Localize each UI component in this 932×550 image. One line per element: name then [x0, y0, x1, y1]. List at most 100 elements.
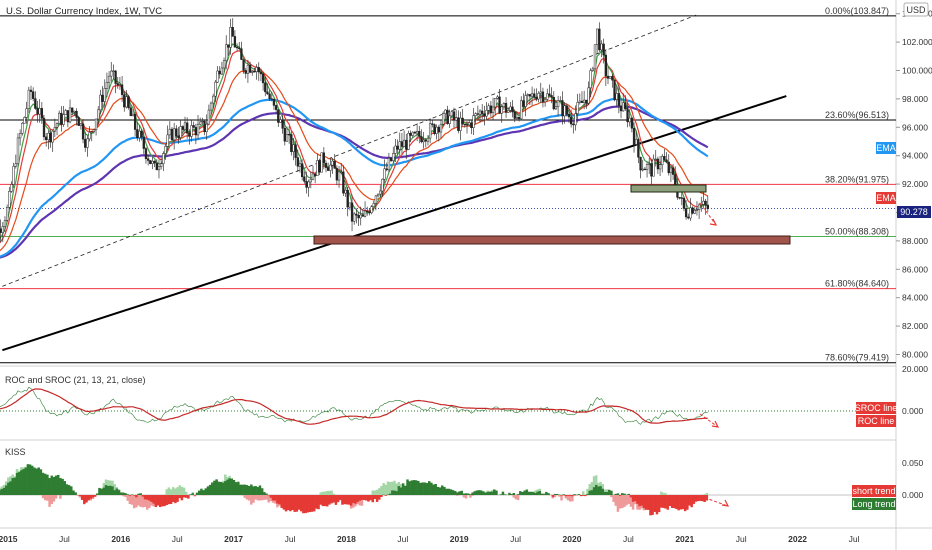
kiss-long-bar — [354, 495, 357, 504]
kiss-long-bar — [50, 475, 53, 495]
candle-body — [47, 132, 50, 141]
kiss-long-bar — [141, 495, 145, 497]
kiss-short-bar — [258, 495, 262, 501]
kiss-short-bar — [202, 495, 205, 496]
kiss-long-bar — [408, 481, 411, 495]
candle-body — [450, 111, 453, 117]
candle-body — [331, 160, 334, 166]
kiss-long-bar — [668, 495, 672, 507]
kiss-long-bar — [542, 493, 546, 495]
kiss-long-bar — [397, 486, 401, 495]
kiss-long-bar — [52, 476, 56, 495]
candle-body — [190, 125, 193, 137]
candle-body — [415, 130, 419, 134]
kiss-long-bar — [57, 474, 60, 495]
kiss-long-bar — [638, 495, 641, 507]
kiss-long-bar — [135, 495, 138, 498]
kiss-short-bar — [78, 495, 82, 498]
kiss-short-bar — [629, 495, 633, 507]
candle-body — [157, 166, 161, 171]
kiss-short-bar — [592, 476, 596, 495]
kiss-long-bar — [445, 488, 448, 495]
candle-body — [1, 226, 4, 233]
kiss-long-bar — [291, 495, 294, 511]
kiss-long-bar — [703, 495, 706, 503]
kiss-long-bar — [20, 470, 23, 495]
kiss-long-bar — [78, 495, 82, 497]
candle-body — [296, 157, 299, 167]
kiss-short-bar — [54, 495, 58, 499]
candle-body — [457, 117, 460, 131]
kiss-long-bar — [282, 495, 286, 510]
candle-body — [194, 127, 198, 136]
candle-body — [298, 163, 302, 167]
candle-body — [179, 126, 182, 138]
candle-body — [205, 123, 208, 133]
candle-body — [294, 144, 297, 158]
resistance-zone — [630, 184, 707, 193]
kiss-long-bar — [547, 493, 550, 495]
candle-body — [576, 102, 579, 114]
candle-body — [162, 153, 165, 164]
candle-body — [55, 123, 59, 128]
kiss-long-bar — [690, 495, 693, 508]
kiss-legend-box — [852, 498, 896, 510]
kiss-long-bar — [252, 486, 255, 495]
kiss-long-bar — [334, 495, 338, 505]
candle-body — [376, 193, 380, 197]
kiss-long-bar — [304, 495, 307, 514]
kiss-short-bar — [573, 495, 576, 497]
kiss-long-bar — [119, 492, 123, 495]
candle-body — [611, 76, 614, 81]
candle-body — [138, 130, 141, 139]
kiss-long-bar — [161, 495, 164, 507]
candle-body — [548, 93, 551, 96]
kiss-long-bar — [315, 495, 318, 509]
candle-body — [181, 126, 184, 130]
candle-body — [489, 105, 493, 114]
candle-body — [476, 113, 480, 115]
kiss-short-bar — [553, 495, 557, 498]
kiss-long-bar — [395, 491, 398, 495]
candle-body — [402, 139, 406, 147]
kiss-long-bar — [401, 483, 405, 495]
kiss-long-bar — [568, 495, 572, 496]
kiss-long-bar — [477, 490, 481, 495]
kiss-short-bar — [143, 495, 147, 507]
last-price-badge-text: 90.278 — [900, 207, 928, 217]
kiss-long-bar — [295, 495, 299, 512]
candle-body — [643, 168, 647, 171]
time-axis[interactable]: 2015 Jul 2016 Jul 2017 Jul 2018 Jul 2019 Jul 2020 J… — [0, 534, 860, 544]
candle-body — [572, 123, 575, 126]
kiss-short-bar — [584, 494, 587, 495]
kiss-long-bar — [467, 493, 470, 495]
kiss-long-bar — [2, 487, 6, 495]
ema-red-line — [0, 50, 709, 244]
kiss-long-bar — [273, 495, 277, 501]
kiss-long-bar — [590, 490, 594, 495]
candle-body — [53, 127, 57, 132]
candle-body — [697, 204, 701, 210]
kiss-long-bar — [634, 495, 637, 502]
candle-body — [539, 91, 542, 94]
candle-body — [500, 106, 503, 114]
candle-body — [439, 123, 443, 133]
roc-y-tick: 20.000 — [902, 364, 928, 374]
kiss-long-bar — [391, 490, 394, 495]
kiss-long-bar — [451, 490, 455, 495]
candle-body — [470, 122, 473, 128]
price-axis[interactable]: 104.000102.000100.00098.00096.00094.0009… — [896, 9, 932, 360]
candle-body — [23, 117, 26, 124]
candle-body — [238, 47, 241, 50]
candle-body — [461, 117, 464, 125]
candle-body — [342, 171, 345, 194]
candle-body — [84, 138, 87, 148]
candle-body — [370, 206, 373, 214]
candle-body — [51, 130, 54, 143]
candle-body — [90, 131, 93, 133]
currency-badge[interactable]: USD — [903, 2, 929, 17]
kiss-long-bar — [673, 495, 676, 509]
kiss-long-bar — [686, 495, 689, 510]
candle-body — [199, 121, 202, 125]
